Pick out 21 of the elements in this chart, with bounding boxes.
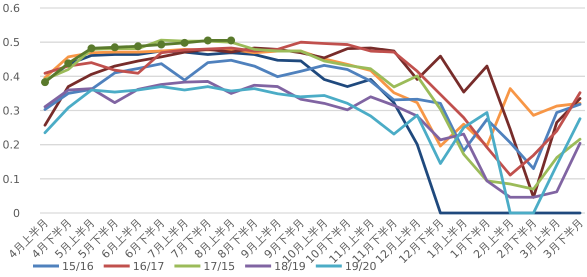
- legend-label: 16/17: [132, 260, 164, 273]
- point: [134, 42, 142, 50]
- point: [41, 78, 49, 86]
- y-tick-label: 0.1: [2, 172, 20, 186]
- legend-label: 17/15: [203, 260, 236, 273]
- y-tick-label: 0.6: [2, 2, 20, 15]
- point: [227, 36, 236, 44]
- point: [157, 40, 166, 49]
- y-tick-label: 0.5: [2, 36, 20, 50]
- legend-label: 19/20: [344, 260, 377, 273]
- point: [88, 44, 96, 52]
- point: [180, 38, 189, 47]
- point: [64, 59, 72, 68]
- legend-label: 15/16: [62, 260, 94, 273]
- y-tick-label: 0: [13, 207, 20, 220]
- y-tick-label: 0.3: [2, 104, 20, 118]
- y-tick-label: 0.2: [2, 138, 20, 152]
- y-tick-label: 0.4: [2, 70, 20, 84]
- point: [204, 36, 212, 44]
- point: [110, 43, 119, 52]
- legend-label: 18/19: [274, 260, 306, 273]
